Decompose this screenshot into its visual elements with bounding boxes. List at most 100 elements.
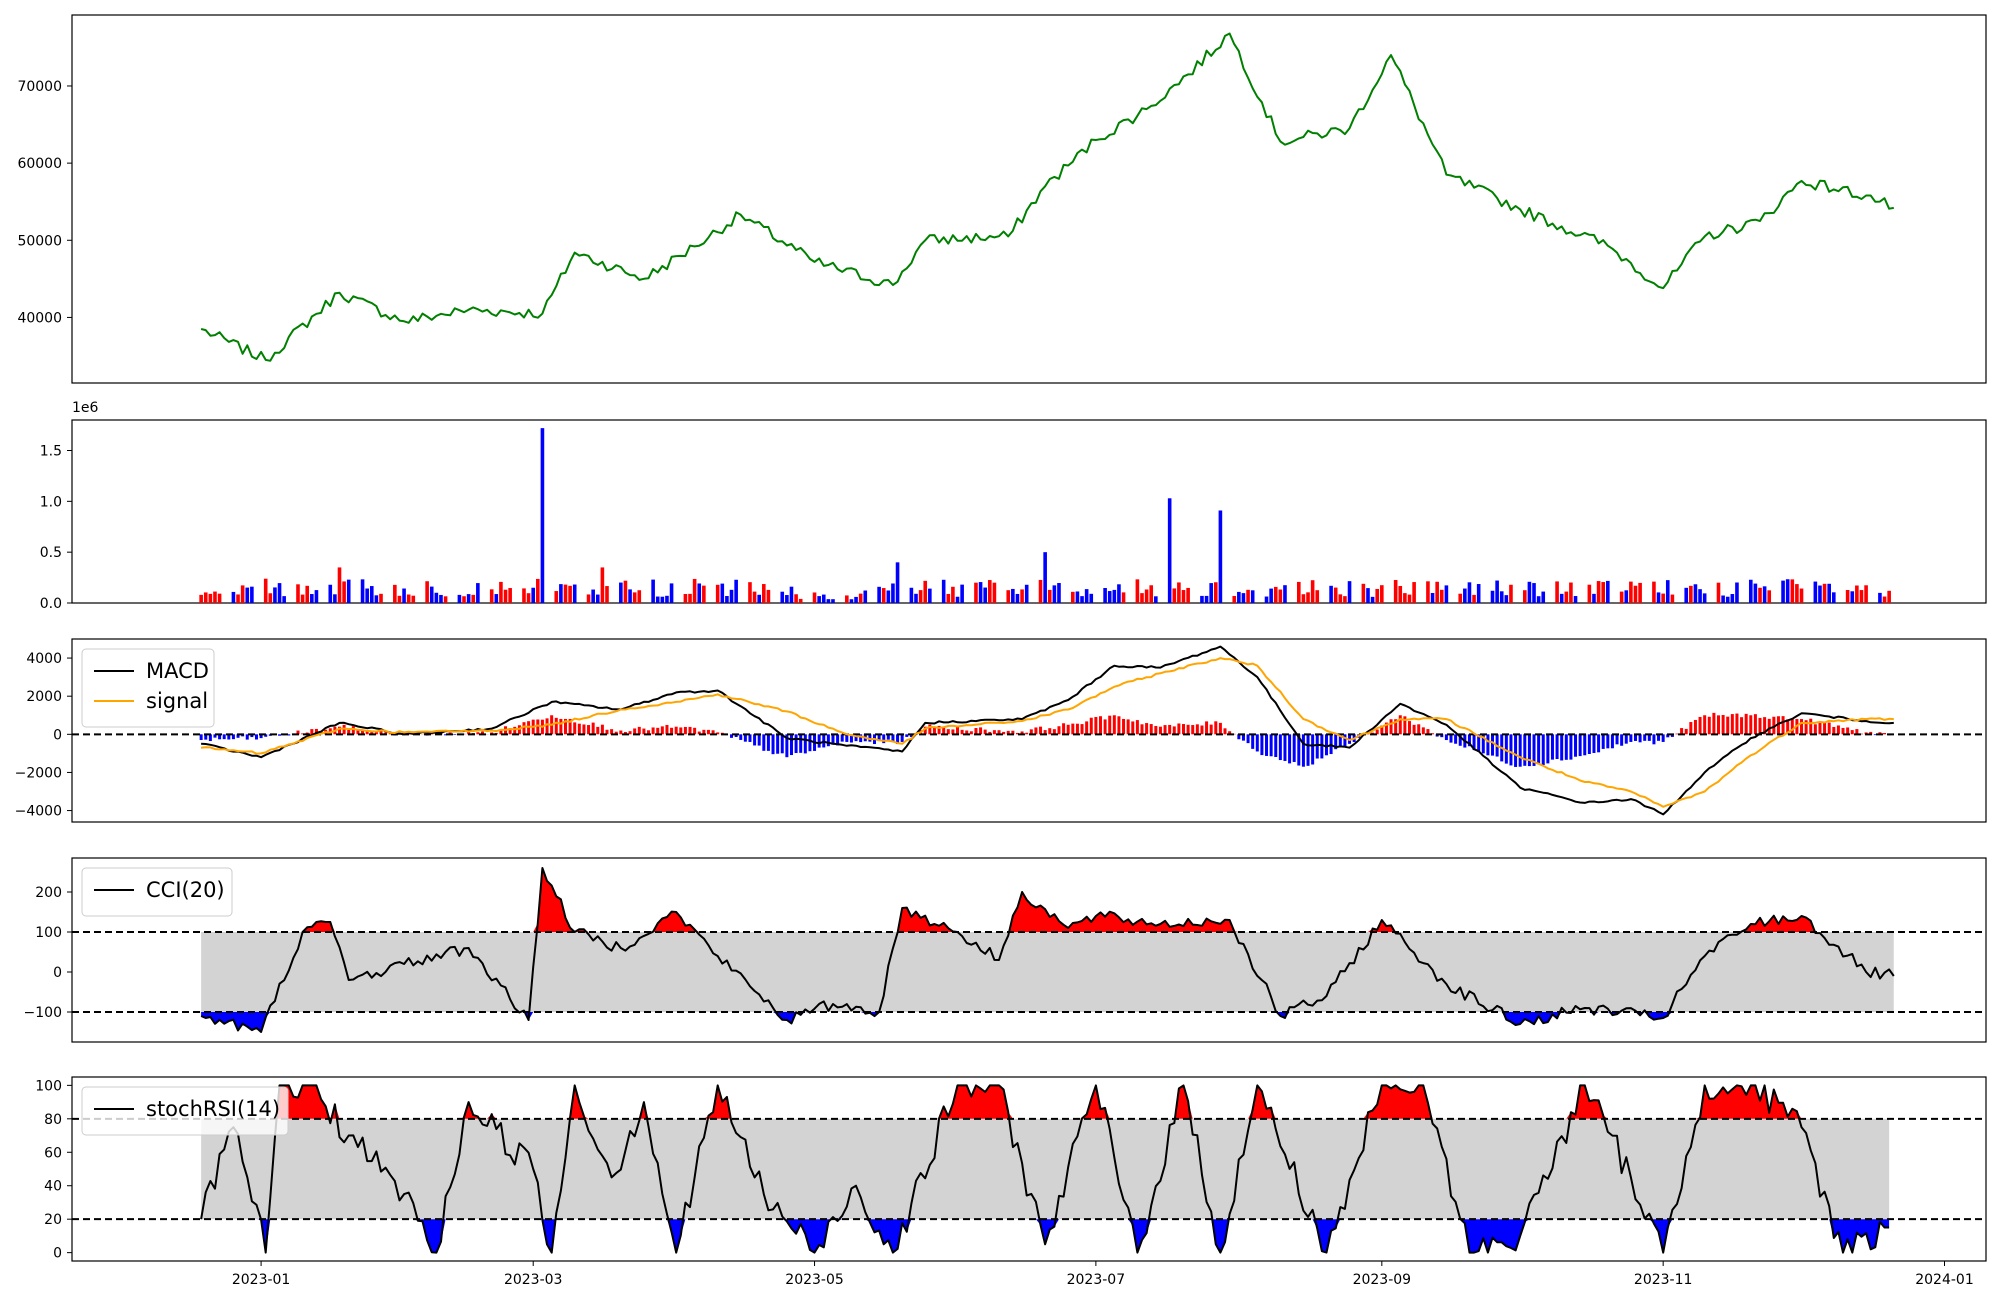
volume-bar <box>702 585 706 603</box>
volume-bar <box>1135 579 1140 603</box>
macd-histogram-bar <box>1384 722 1388 735</box>
volume-bar <box>951 586 955 603</box>
macd-histogram-bar <box>1306 734 1310 766</box>
volume-bar <box>554 591 559 603</box>
macd-histogram-bar <box>1278 734 1282 761</box>
volume-bar <box>406 594 411 603</box>
macd-histogram-bar <box>785 734 789 758</box>
macd-histogram-bar <box>1025 732 1029 735</box>
macd-histogram-bar <box>365 730 369 735</box>
volume-bar <box>1725 596 1730 603</box>
macd-histogram-bar <box>1145 723 1149 735</box>
macd-histogram-bar <box>1809 718 1813 735</box>
macd-histogram-bar <box>1320 734 1324 759</box>
volume-bar <box>1785 579 1790 603</box>
macd-histogram-bar <box>1108 715 1112 735</box>
volume-bar <box>1822 583 1827 603</box>
volume-bar <box>794 594 798 603</box>
macd-histogram-bar <box>218 734 222 740</box>
macd-histogram-bar <box>1698 716 1702 735</box>
macd-histogram-bar <box>1338 734 1342 747</box>
volume-bar <box>780 591 785 603</box>
volume-bar <box>379 593 383 603</box>
volume-bar <box>1748 579 1753 603</box>
macd-histogram-bar <box>1435 734 1439 737</box>
volume-bar <box>1832 592 1836 603</box>
macd-histogram-bar <box>545 718 549 735</box>
macd-histogram-bar <box>780 734 784 754</box>
volume-bar <box>1845 590 1850 603</box>
volume-bar <box>1467 582 1472 603</box>
volume-bar <box>992 582 997 603</box>
volume-bar <box>1878 592 1882 603</box>
macd-histogram-bar <box>1158 726 1162 735</box>
macd-histogram-bar <box>1246 734 1250 744</box>
volume-bar <box>277 583 282 603</box>
macd-histogram-bar <box>250 734 254 738</box>
volume-bar <box>1273 586 1278 603</box>
macd-histogram-bar <box>1758 717 1762 735</box>
macd-histogram-bar <box>1740 717 1744 735</box>
volume-bar <box>586 594 591 603</box>
volume-bar <box>1107 591 1112 603</box>
volume-bar <box>1698 589 1702 603</box>
stochrsi-legend-label: stochRSI(14) <box>146 1097 280 1121</box>
volume-bar <box>273 587 277 603</box>
macd-histogram-bar <box>1800 719 1804 735</box>
volume-bar <box>1117 584 1121 603</box>
price-panel-frame <box>71 14 1987 384</box>
macd-histogram-bar <box>1177 723 1181 735</box>
macd-histogram-bar <box>1048 728 1052 735</box>
stochrsi-panel-frame <box>71 1076 1987 1262</box>
macd-histogram-bar <box>1297 734 1301 766</box>
macd-histogram-bar <box>1292 734 1296 762</box>
volume-bar <box>572 584 577 603</box>
x-tick-label: 2023-05 <box>785 1272 844 1288</box>
macd-histogram-bar <box>1168 724 1172 735</box>
macd-histogram-bar <box>1680 728 1684 735</box>
volume-bar <box>471 594 476 603</box>
macd-histogram-bar <box>716 732 720 735</box>
volume-bar <box>1721 595 1725 603</box>
macd-histogram-bar <box>610 729 614 735</box>
macd-histogram-bar <box>379 729 383 735</box>
macd-histogram-bar <box>361 729 365 735</box>
volume-bar <box>1463 588 1467 603</box>
macd-histogram-bar <box>1629 734 1633 742</box>
macd-histogram-bar <box>1149 724 1153 735</box>
volume-bar <box>1338 594 1343 603</box>
volume-bar <box>886 590 891 603</box>
volume-bar <box>1301 594 1306 603</box>
volume-bar <box>591 589 595 603</box>
macd-histogram-bar <box>467 731 471 735</box>
volume-bar <box>1439 589 1444 603</box>
macd-histogram-bar <box>942 727 946 735</box>
volume-bar <box>863 590 868 603</box>
volume-bar <box>342 581 346 603</box>
x-tick-label: 2023-07 <box>1067 1272 1126 1288</box>
volume-bar <box>1652 581 1656 603</box>
macd-histogram-bar <box>453 734 457 735</box>
volume-bar <box>918 590 923 603</box>
macd-histogram-bar <box>1532 734 1536 766</box>
macd-histogram-bar <box>1624 734 1628 744</box>
cci-legend-label: CCI(20) <box>146 878 225 902</box>
volume-bar <box>752 591 757 603</box>
macd-histogram-bar <box>1583 734 1587 756</box>
macd-histogram-bar <box>766 734 770 751</box>
price-line <box>200 32 1894 362</box>
macd-histogram-bar <box>992 730 996 735</box>
macd-histogram-bar <box>1426 729 1430 735</box>
volume-bar <box>697 583 702 603</box>
macd-histogram-bar <box>1726 716 1730 735</box>
macd-histogram-bar <box>739 734 743 740</box>
volume-bar <box>1656 592 1661 603</box>
volume-bar <box>1315 590 1320 603</box>
volume-bar <box>439 594 443 603</box>
volume-bar <box>1310 580 1315 603</box>
volume-bar <box>1509 584 1513 603</box>
macd-histogram-bar <box>794 734 798 754</box>
volume-bar <box>393 584 397 603</box>
macd-histogram-bar <box>1080 724 1084 735</box>
volume-bar <box>369 586 374 603</box>
